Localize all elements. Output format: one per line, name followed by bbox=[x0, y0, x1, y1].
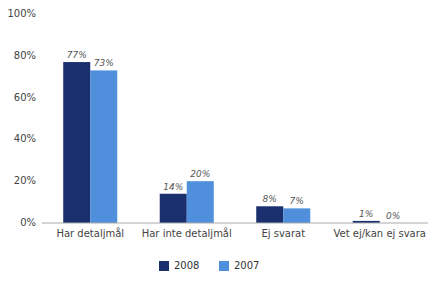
y-tick-label: 40% bbox=[14, 133, 36, 144]
data-label: 7% bbox=[290, 196, 304, 206]
y-tick-label: 20% bbox=[14, 175, 36, 186]
legend: 2008 2007 bbox=[159, 260, 259, 271]
data-label: 14% bbox=[163, 182, 183, 192]
x-axis-line bbox=[42, 223, 428, 224]
bar bbox=[160, 194, 187, 223]
y-tick-label: 80% bbox=[14, 50, 36, 61]
x-tick-label: Vet ej/kan ej svara bbox=[334, 228, 426, 239]
data-label: 0% bbox=[386, 211, 400, 221]
y-tick-label: 60% bbox=[14, 92, 36, 103]
data-label: 8% bbox=[263, 194, 277, 204]
legend-label: 2008 bbox=[174, 260, 199, 271]
legend-swatch bbox=[159, 261, 169, 271]
bar bbox=[63, 62, 90, 223]
bar bbox=[283, 208, 310, 223]
x-tick-label: Har inte detaljmål bbox=[142, 227, 232, 239]
chart-container: 0% 20% 40% 60% 80% 100% 77% 14% 8% 1% 73% 20% 7% 0% Ha… bbox=[0, 0, 438, 281]
legend-label: 2007 bbox=[234, 260, 259, 271]
bar bbox=[256, 206, 283, 223]
y-tick-label: 100% bbox=[7, 8, 36, 19]
data-labels: 77% 14% 8% 1% 73% 20% 7% 0% bbox=[67, 50, 401, 221]
data-label: 77% bbox=[67, 50, 87, 60]
bar bbox=[90, 70, 117, 223]
bars bbox=[63, 62, 380, 223]
legend-swatch bbox=[219, 261, 229, 271]
x-tick-label: Ej svarat bbox=[261, 228, 305, 239]
bar bbox=[187, 181, 214, 223]
data-label: 73% bbox=[94, 58, 114, 68]
chart: 0% 20% 40% 60% 80% 100% 77% 14% 8% 1% 73% 20% 7% 0% Ha… bbox=[0, 0, 438, 281]
x-tick-label: Har detaljmål bbox=[56, 227, 124, 239]
data-label: 1% bbox=[359, 209, 373, 219]
data-label: 20% bbox=[190, 169, 210, 179]
y-tick-label: 0% bbox=[20, 217, 36, 228]
